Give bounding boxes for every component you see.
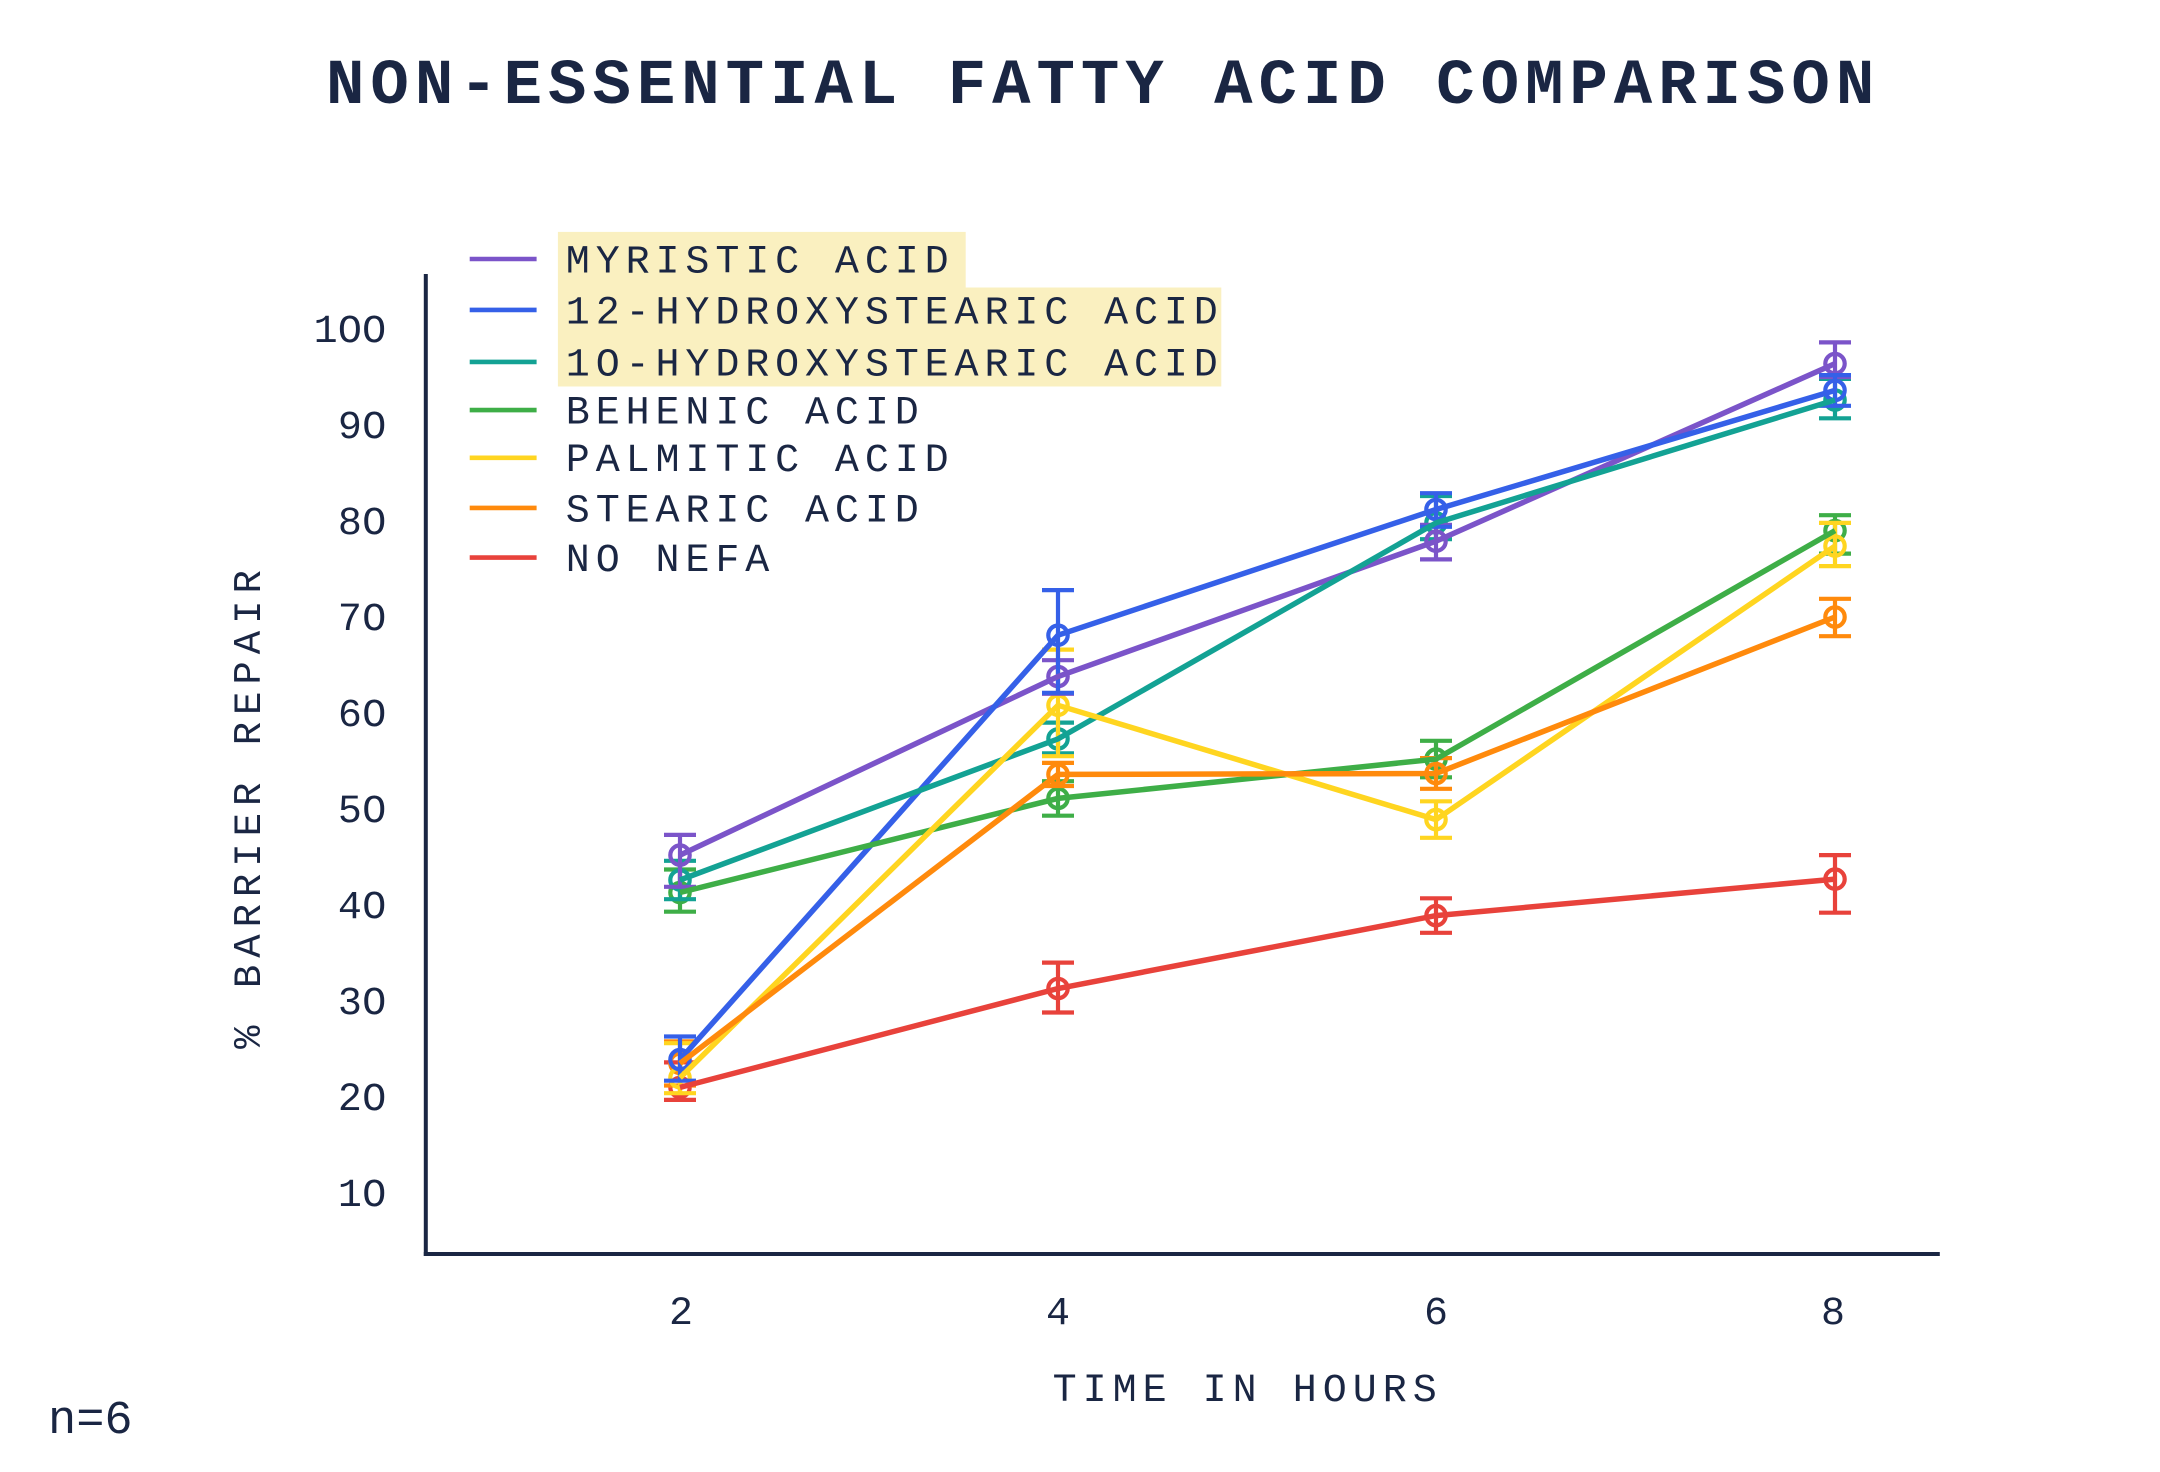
svg-text:NON-ESSENTIAL FATTY ACID COMPA: NON-ESSENTIAL FATTY ACID COMPARISON xyxy=(326,51,1880,123)
svg-text:5O: 5O xyxy=(338,790,387,835)
svg-text:2: 2 xyxy=(669,1292,693,1337)
svg-text:1OO: 1OO xyxy=(314,310,387,355)
svg-text:STEARIC ACID: STEARIC ACID xyxy=(566,489,925,534)
svg-text:PALMITIC ACID: PALMITIC ACID xyxy=(566,439,955,484)
svg-text:1O: 1O xyxy=(338,1174,387,1219)
svg-text:3O: 3O xyxy=(338,982,387,1027)
svg-text:7O: 7O xyxy=(338,598,387,643)
svg-text:% BARRIER REPAIR: % BARRIER REPAIR xyxy=(228,563,272,1049)
svg-text:6: 6 xyxy=(1424,1292,1448,1337)
svg-text:9O: 9O xyxy=(338,406,387,451)
svg-text:n=6: n=6 xyxy=(48,1395,133,1448)
svg-text:6O: 6O xyxy=(338,694,387,739)
svg-text:12-HYDROXYSTEARIC ACID: 12-HYDROXYSTEARIC ACID xyxy=(566,291,1224,336)
svg-text:4: 4 xyxy=(1046,1292,1070,1337)
svg-text:NO NEFA: NO NEFA xyxy=(566,539,775,584)
svg-text:8: 8 xyxy=(1821,1292,1845,1337)
svg-text:BEHENIC ACID: BEHENIC ACID xyxy=(566,392,925,437)
svg-text:2O: 2O xyxy=(338,1078,387,1123)
svg-text:4O: 4O xyxy=(338,886,387,931)
svg-text:MYRISTIC ACID: MYRISTIC ACID xyxy=(566,240,955,285)
svg-text:8O: 8O xyxy=(338,502,387,547)
svg-text:TIME IN HOURS: TIME IN HOURS xyxy=(1053,1369,1443,1414)
svg-text:1O-HYDROXYSTEARIC ACID: 1O-HYDROXYSTEARIC ACID xyxy=(566,343,1224,388)
